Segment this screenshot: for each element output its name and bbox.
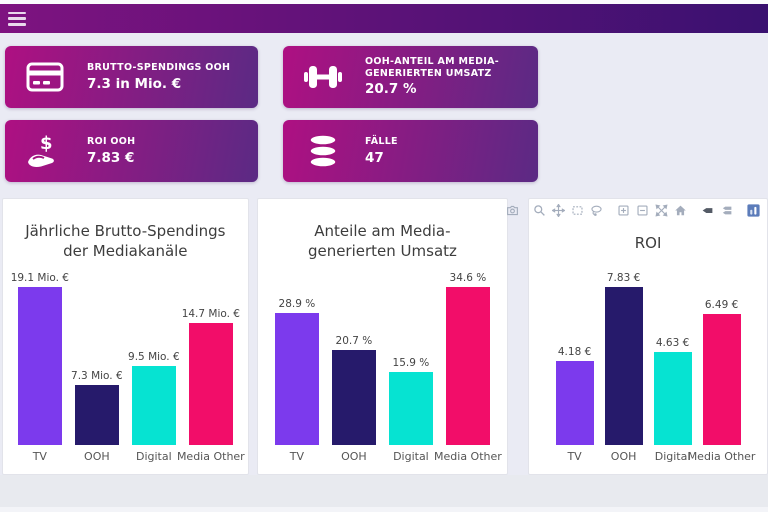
bar-ooh[interactable] bbox=[331, 350, 376, 445]
bar-chart-brutto-spendings: 19.1 Mio. € TV 7.3 Mio. € OOH 9.5 Mio. € Digi… bbox=[9, 272, 245, 464]
bar-tick-label: Media Other bbox=[176, 450, 245, 463]
bar-digital[interactable] bbox=[388, 372, 433, 445]
bar-tick-label: OOH bbox=[84, 450, 110, 463]
plotly-logo-icon[interactable] bbox=[744, 202, 763, 219]
bar-tv[interactable] bbox=[274, 313, 319, 445]
bar-column: 4.63 € Digital bbox=[653, 337, 692, 464]
bar-column: 7.83 € OOH bbox=[604, 272, 643, 464]
bar-column: 14.7 Mio. € Media Other bbox=[177, 308, 245, 464]
bar-value-label: 34.6 % bbox=[449, 272, 487, 284]
bar-tick-label: Digital bbox=[393, 450, 429, 463]
kpi-card-ooh-anteil: OOH-ANTEIL AM MEDIA-GENERIERTEN UMSATZ 2… bbox=[283, 46, 538, 108]
bar-chart-anteile-umsatz: 28.9 % TV 20.7 % OOH 15.9 % Digital 34.6 % Medi… bbox=[264, 272, 502, 464]
chart-card-roi: ROI 4.18 € TV 7.83 € OOH 4.63 € Digital 6.49 €… bbox=[507, 198, 768, 475]
bottom-strip bbox=[0, 507, 768, 512]
bar-column: 6.49 € Media Other bbox=[688, 299, 756, 464]
database-icon bbox=[301, 133, 345, 169]
bar-tick-label: OOH bbox=[610, 450, 637, 463]
bar-tick-label: TV bbox=[567, 450, 582, 463]
bar-media-other[interactable] bbox=[702, 314, 741, 445]
bar-value-label: 15.9 % bbox=[392, 357, 430, 369]
bar-tv[interactable] bbox=[17, 287, 62, 445]
bar-tick-label: Digital bbox=[135, 450, 172, 463]
camera-icon[interactable] bbox=[503, 202, 522, 219]
kpi-card-roi-ooh: $ ROI OOH 7.83 € bbox=[5, 120, 258, 182]
compare-hover-icon[interactable] bbox=[717, 202, 736, 219]
dumbbell-icon bbox=[301, 60, 345, 94]
bottom-band bbox=[0, 475, 768, 507]
bar-ooh[interactable] bbox=[604, 287, 643, 445]
bar-value-label: 7.3 Mio. € bbox=[71, 370, 123, 382]
hand-dollar-icon: $ bbox=[23, 132, 67, 170]
top-strip bbox=[0, 0, 768, 4]
hamburger-menu-icon[interactable] bbox=[8, 11, 26, 26]
bar-value-label: 6.49 € bbox=[704, 299, 739, 311]
bar-column: 7.3 Mio. € OOH bbox=[71, 370, 123, 464]
credit-card-icon bbox=[23, 62, 67, 92]
bar-value-label: 28.9 % bbox=[278, 298, 316, 310]
chart-title: Jährliche Brutto-Spendings der Mediakanä… bbox=[25, 222, 226, 261]
navbar bbox=[0, 4, 768, 33]
bar-value-label: 9.5 Mio. € bbox=[128, 351, 180, 363]
zoom-out-icon[interactable] bbox=[633, 202, 652, 219]
bar-value-label: 14.7 Mio. € bbox=[181, 308, 240, 320]
bar-media-other[interactable] bbox=[188, 323, 233, 445]
bar-tick-label: TV bbox=[289, 450, 305, 463]
kpi-label: FÄLLE bbox=[365, 135, 398, 147]
kpi-value: 7.83 € bbox=[87, 149, 135, 166]
lasso-icon[interactable] bbox=[587, 202, 606, 219]
kpi-grid: BRUTTO-SPENDINGS OOH 7.3 in Mio. € OOH-A… bbox=[5, 46, 539, 182]
kpi-card-faelle: FÄLLE 47 bbox=[283, 120, 538, 182]
charts-row: Jährliche Brutto-Spendings der Mediakanä… bbox=[2, 198, 768, 475]
chart-title: ROI bbox=[634, 234, 662, 252]
reset-axes-icon[interactable] bbox=[671, 202, 690, 219]
kpi-label: ROI OOH bbox=[87, 135, 136, 147]
bar-tv[interactable] bbox=[555, 361, 594, 445]
bar-column: 15.9 % Digital bbox=[388, 357, 433, 464]
kpi-label: BRUTTO-SPENDINGS OOH bbox=[87, 61, 231, 73]
kpi-card-brutto-spendings: BRUTTO-SPENDINGS OOH 7.3 in Mio. € bbox=[5, 46, 258, 108]
pan-icon[interactable] bbox=[549, 202, 568, 219]
bar-value-label: 4.63 € bbox=[655, 337, 690, 349]
bar-value-label: 19.1 Mio. € bbox=[10, 272, 69, 284]
plotly-modebar bbox=[503, 202, 763, 219]
bar-tick-label: Media Other bbox=[434, 450, 502, 463]
kpi-value: 20.7 % bbox=[365, 81, 417, 98]
kpi-value: 47 bbox=[365, 149, 384, 166]
bar-media-other[interactable] bbox=[445, 287, 490, 445]
bar-tick-label: OOH bbox=[341, 450, 367, 463]
autoscale-icon[interactable] bbox=[652, 202, 671, 219]
bar-value-label: 7.83 € bbox=[606, 272, 641, 284]
bar-column: 28.9 % TV bbox=[274, 298, 319, 464]
bar-digital[interactable] bbox=[653, 352, 692, 445]
bar-chart-roi: 4.18 € TV 7.83 € OOH 4.63 € Digital 6.49 € Medi… bbox=[535, 272, 761, 464]
bar-tick-label: Digital bbox=[654, 450, 691, 463]
bar-value-label: 4.18 € bbox=[557, 346, 592, 358]
bar-column: 19.1 Mio. € TV bbox=[11, 272, 69, 464]
kpi-label: OOH-ANTEIL AM MEDIA-GENERIERTEN UMSATZ bbox=[365, 55, 499, 79]
bar-column: 4.18 € TV bbox=[555, 346, 594, 464]
bar-column: 34.6 % Media Other bbox=[434, 272, 502, 464]
bar-digital[interactable] bbox=[131, 366, 176, 445]
box-select-icon[interactable] bbox=[568, 202, 587, 219]
zoom-in-icon[interactable] bbox=[614, 202, 633, 219]
kpi-value: 7.3 in Mio. € bbox=[87, 75, 182, 92]
bar-ooh[interactable] bbox=[74, 385, 119, 445]
bar-tick-label: TV bbox=[32, 450, 47, 463]
chart-card-anteile-umsatz: Anteile am Media- generierten Umsatz 28.… bbox=[256, 198, 509, 475]
svg-text:$: $ bbox=[40, 133, 53, 154]
chart-title: Anteile am Media- generierten Umsatz bbox=[307, 222, 457, 261]
bar-column: 9.5 Mio. € Digital bbox=[128, 351, 180, 464]
bar-column: 20.7 % OOH bbox=[331, 335, 376, 464]
bar-tick-label: Media Other bbox=[687, 450, 756, 463]
zoom-icon[interactable] bbox=[530, 202, 549, 219]
chart-card-brutto-spendings: Jährliche Brutto-Spendings der Mediakanä… bbox=[2, 198, 249, 475]
hover-closest-icon[interactable] bbox=[698, 202, 717, 219]
bar-value-label: 20.7 % bbox=[335, 335, 373, 347]
